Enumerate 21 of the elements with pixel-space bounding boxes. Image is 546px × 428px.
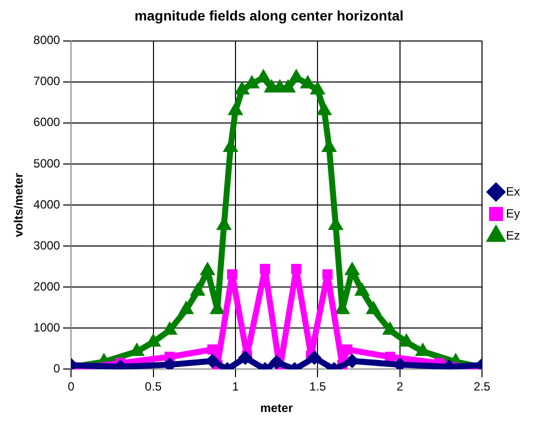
y-tick-label: 2000 <box>33 279 60 294</box>
x-tick-label: 1.5 <box>309 380 326 394</box>
legend-label: Ez <box>506 228 520 242</box>
x-tick-label: 0 <box>68 380 75 394</box>
y-tick-label: 0 <box>53 362 60 376</box>
y-tick-label: 6000 <box>33 115 60 130</box>
x-tick-label: 1 <box>232 380 240 394</box>
y-tick-label: 1000 <box>33 320 60 334</box>
y-tick-label: 4000 <box>33 197 60 212</box>
y-tick-label: 8000 <box>33 33 60 48</box>
x-tick-label: 0.5 <box>144 380 162 394</box>
x-axis-title: meter <box>260 401 294 416</box>
y-tick-label: 7000 <box>33 74 60 88</box>
y-axis-title: volts/meter <box>12 172 26 238</box>
x-tick-label: 2.5 <box>474 380 491 394</box>
y-tick-label: 3000 <box>33 238 60 252</box>
legend-label: Ey <box>506 206 520 220</box>
legend-label: Ex <box>506 184 520 198</box>
x-tick-label: 2 <box>396 380 404 394</box>
y-tick-label: 5000 <box>33 156 60 170</box>
chart-title: magnitude fields along center horizontal <box>134 7 404 24</box>
